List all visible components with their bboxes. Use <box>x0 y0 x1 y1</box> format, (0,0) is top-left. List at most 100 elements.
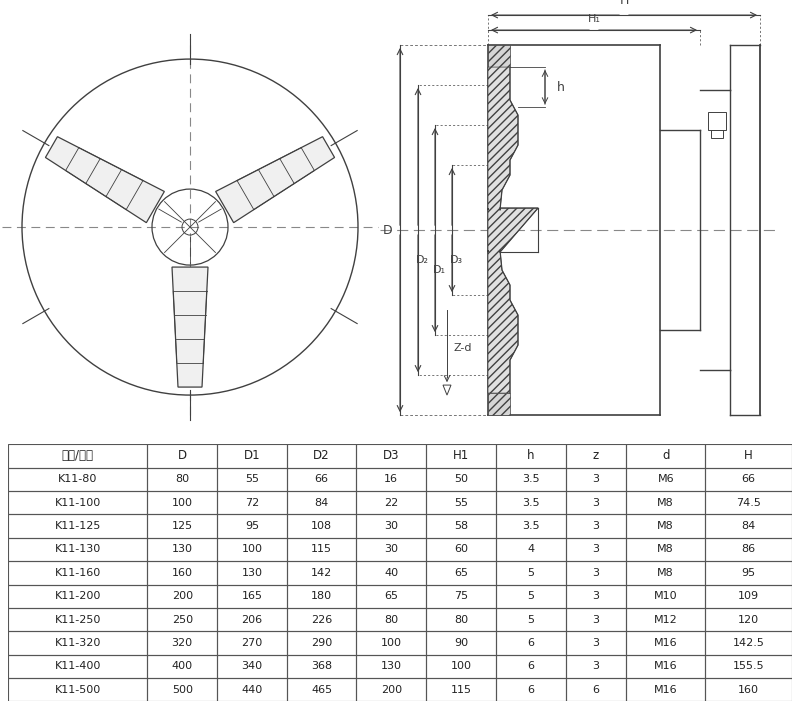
Text: 3: 3 <box>593 615 599 625</box>
Bar <box>147 584 217 608</box>
Bar <box>426 491 496 515</box>
Bar <box>708 112 726 130</box>
Bar <box>357 561 426 584</box>
Bar <box>705 584 792 608</box>
Text: D₂: D₂ <box>416 255 429 265</box>
Bar <box>147 631 217 655</box>
Bar <box>426 608 496 631</box>
Bar <box>286 491 357 515</box>
Bar <box>217 491 286 515</box>
Bar <box>147 561 217 584</box>
Text: 100: 100 <box>381 638 402 648</box>
Text: 6: 6 <box>527 685 534 695</box>
Text: D: D <box>382 223 392 237</box>
Text: 160: 160 <box>172 568 193 578</box>
Text: 5: 5 <box>527 568 534 578</box>
Bar <box>147 655 217 678</box>
Text: 290: 290 <box>311 638 332 648</box>
Bar <box>496 491 566 515</box>
Bar <box>705 631 792 655</box>
Bar <box>217 584 286 608</box>
Bar <box>286 561 357 584</box>
Text: 16: 16 <box>384 474 398 484</box>
Text: 180: 180 <box>311 591 332 601</box>
Text: M16: M16 <box>654 661 678 671</box>
Text: M8: M8 <box>658 544 674 554</box>
Bar <box>488 393 510 415</box>
Text: 58: 58 <box>454 521 468 531</box>
Bar <box>626 538 705 561</box>
Bar <box>8 538 147 561</box>
Bar <box>8 467 147 491</box>
Bar <box>217 608 286 631</box>
Bar <box>357 515 426 538</box>
Bar <box>566 678 626 701</box>
Text: 80: 80 <box>384 615 398 625</box>
Bar <box>626 467 705 491</box>
Bar <box>496 515 566 538</box>
Text: 368: 368 <box>311 661 332 671</box>
Text: 22: 22 <box>384 498 398 508</box>
Bar <box>147 678 217 701</box>
Text: K11-130: K11-130 <box>54 544 101 554</box>
Text: h: h <box>557 80 565 94</box>
Text: 100: 100 <box>450 661 471 671</box>
Text: K11-500: K11-500 <box>54 685 101 695</box>
Bar <box>217 561 286 584</box>
Text: 3: 3 <box>593 498 599 508</box>
Bar <box>711 130 723 138</box>
Bar <box>566 467 626 491</box>
Text: 30: 30 <box>384 544 398 554</box>
Bar <box>147 491 217 515</box>
Bar <box>426 467 496 491</box>
Bar <box>496 561 566 584</box>
Text: 90: 90 <box>454 638 468 648</box>
Bar <box>426 584 496 608</box>
Bar <box>147 515 217 538</box>
Text: K11-160: K11-160 <box>54 568 101 578</box>
Text: 4: 4 <box>527 544 534 554</box>
Bar <box>566 561 626 584</box>
Text: M12: M12 <box>654 615 678 625</box>
Text: 80: 80 <box>454 615 468 625</box>
Text: 84: 84 <box>742 521 755 531</box>
Text: 80: 80 <box>175 474 190 484</box>
Text: 5: 5 <box>527 591 534 601</box>
Text: 74.5: 74.5 <box>736 498 761 508</box>
Bar <box>626 678 705 701</box>
Bar <box>357 491 426 515</box>
Bar <box>357 678 426 701</box>
Text: 3: 3 <box>593 661 599 671</box>
Text: 86: 86 <box>742 544 755 554</box>
Bar <box>626 561 705 584</box>
Text: 3: 3 <box>593 591 599 601</box>
Bar <box>566 491 626 515</box>
Bar <box>147 608 217 631</box>
Bar <box>286 655 357 678</box>
Text: D₁: D₁ <box>433 265 446 275</box>
Text: 3: 3 <box>593 474 599 484</box>
Text: 6: 6 <box>527 638 534 648</box>
Text: 165: 165 <box>242 591 262 601</box>
Bar <box>217 444 286 467</box>
Text: h: h <box>527 449 534 462</box>
Bar <box>705 538 792 561</box>
Bar <box>496 467 566 491</box>
Text: 75: 75 <box>454 591 468 601</box>
Bar <box>286 515 357 538</box>
Text: z: z <box>593 449 599 462</box>
Text: 206: 206 <box>242 615 262 625</box>
Bar <box>626 608 705 631</box>
Text: K11-320: K11-320 <box>54 638 101 648</box>
Bar <box>8 655 147 678</box>
Text: 130: 130 <box>381 661 402 671</box>
Bar <box>357 467 426 491</box>
Bar <box>426 561 496 584</box>
Text: K11-250: K11-250 <box>54 615 101 625</box>
Bar <box>626 584 705 608</box>
Bar <box>705 444 792 467</box>
Bar <box>626 444 705 467</box>
Bar <box>705 561 792 584</box>
Text: 120: 120 <box>738 615 759 625</box>
Text: D3: D3 <box>383 449 399 462</box>
